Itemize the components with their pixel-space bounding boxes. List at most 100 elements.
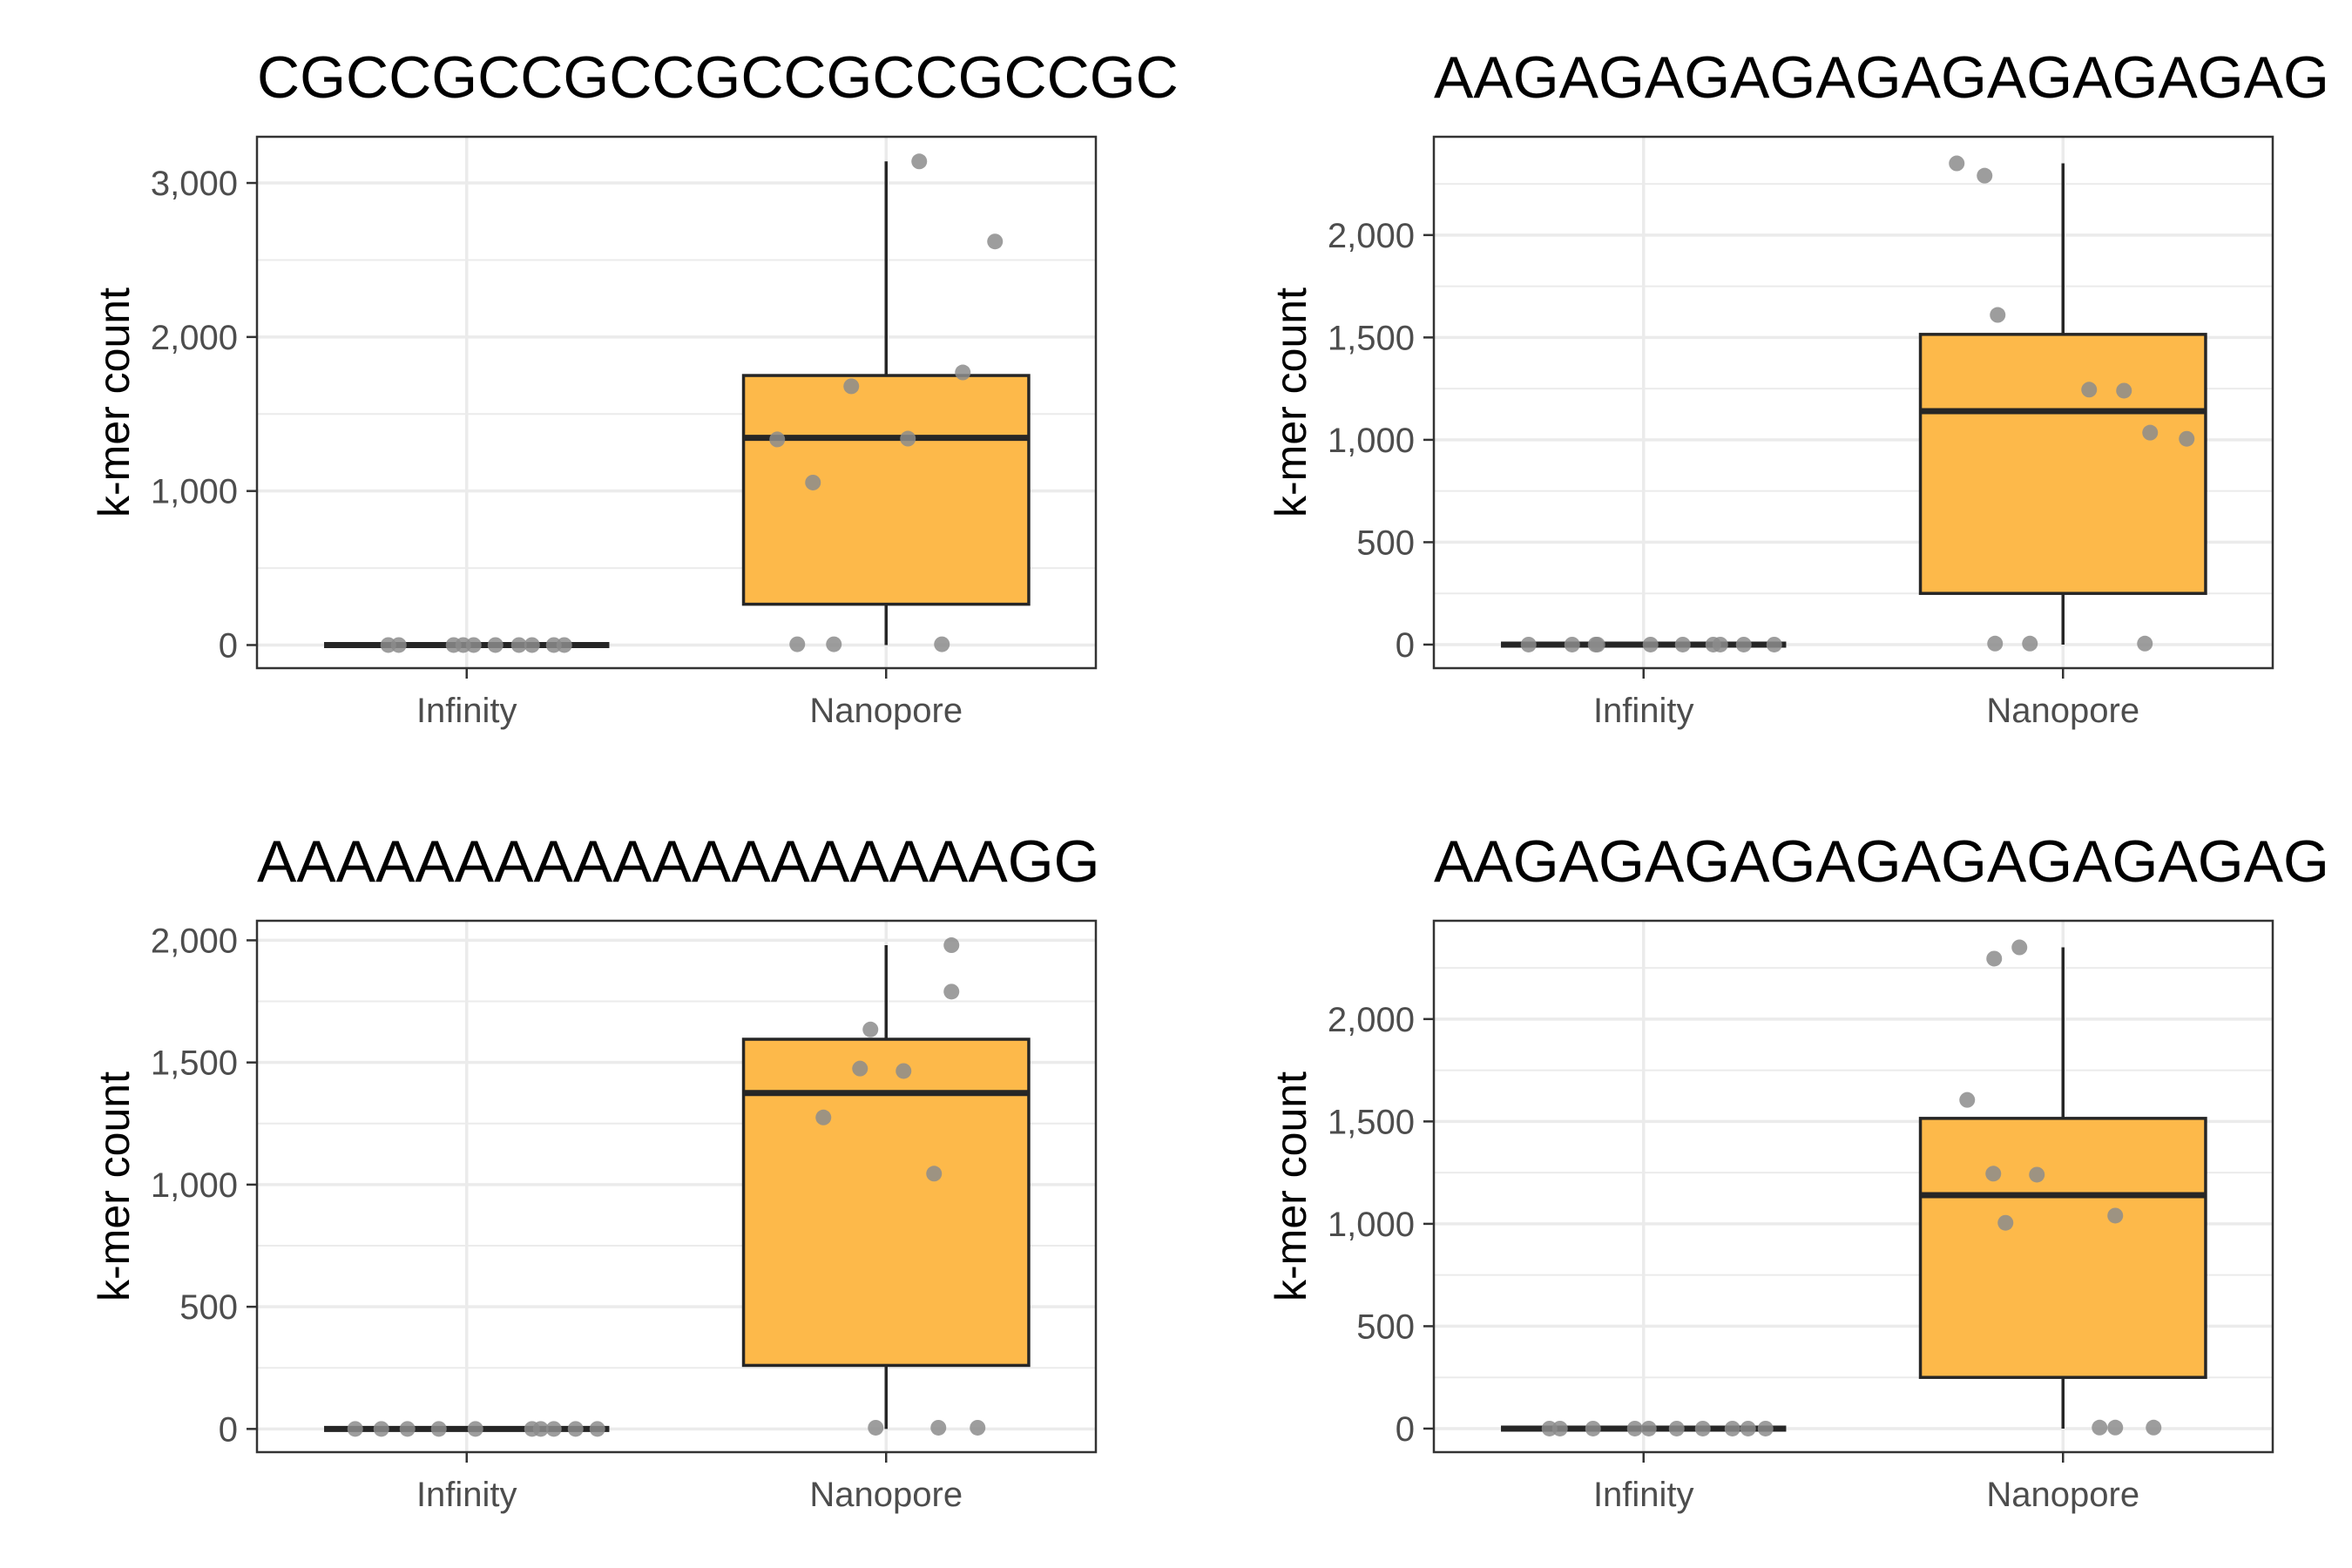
data-point [399, 1421, 416, 1437]
data-point [2146, 1419, 2162, 1436]
data-point [987, 233, 1004, 250]
data-point [926, 1166, 943, 1182]
y-tick-label: 0 [1396, 1410, 1415, 1449]
data-point [545, 1421, 562, 1437]
data-point [589, 1421, 605, 1437]
y-tick-label: 0 [1396, 626, 1415, 665]
data-point [487, 637, 504, 653]
data-point [390, 637, 407, 653]
box-nanopore [1918, 155, 2207, 652]
y-tick-label: 1,000 [151, 1166, 238, 1205]
y-tick-label: 1,000 [151, 473, 238, 511]
data-point [815, 1109, 832, 1125]
data-point [1766, 636, 1782, 652]
data-point [934, 636, 950, 652]
box-infinity [1501, 1420, 1787, 1436]
y-tick-label: 0 [219, 1410, 238, 1449]
x-tick-label: Nanopore [809, 692, 963, 730]
y-tick-label: 2,000 [1328, 217, 1415, 255]
data-point [347, 1421, 363, 1437]
box-body [741, 1037, 1031, 1368]
y-axis-label: k-mer count [90, 287, 139, 517]
panel-title: AAAAAAAAAAAAAAAAAAAGG [257, 828, 1100, 895]
data-point [930, 1419, 947, 1436]
data-point [896, 1063, 912, 1079]
y-tick-label: 1,000 [1328, 1206, 1415, 1244]
data-point [2137, 635, 2153, 652]
data-point [1705, 636, 1721, 652]
y-tick-label: 2,000 [151, 319, 238, 357]
panel-3: 0 500 1,000 1,500 2,000 Infinity Nanopore AAAAA… [90, 828, 1100, 1514]
box-nanopore [1918, 939, 2207, 1436]
data-point [2107, 1419, 2124, 1436]
y-tick-label: 1,500 [1328, 319, 1415, 357]
data-point [2081, 382, 2098, 398]
data-point [1987, 635, 2004, 652]
box-body [1918, 333, 2207, 595]
y-tick-label: 1,500 [1328, 1103, 1415, 1141]
data-point [1985, 1166, 2002, 1182]
box-body [741, 374, 1031, 606]
data-point [826, 636, 842, 652]
data-point [1949, 155, 1965, 172]
data-point [1626, 1420, 1643, 1436]
data-point [1694, 1420, 1711, 1436]
data-point [1585, 1420, 1601, 1436]
data-point [2011, 939, 2028, 956]
data-point [556, 637, 572, 653]
x-tick-label: Infinity [416, 1476, 517, 1514]
data-point [789, 636, 806, 652]
y-tick-label: 3,000 [151, 165, 238, 203]
y-tick-label: 0 [219, 626, 238, 665]
data-point [911, 153, 928, 170]
data-point [805, 474, 821, 490]
y-tick-label: 1,000 [1328, 422, 1415, 460]
panel-border [255, 919, 1098, 1454]
data-point [2179, 430, 2195, 447]
data-point [1642, 636, 1659, 652]
data-point [2092, 1419, 2108, 1436]
y-tick-label: 500 [179, 1288, 238, 1327]
panel-title: CGCCGCCGCCGCCGCCGCCGC [257, 44, 1179, 111]
data-point [2142, 424, 2159, 441]
x-tick-label: Infinity [1593, 692, 1694, 730]
panel-title: AAGAGAGAGAGAGAGAGAGAG [1434, 44, 2329, 111]
data-point [868, 1419, 884, 1436]
data-point [852, 1060, 868, 1077]
y-axis-label: k-mer count [1267, 287, 1315, 517]
data-point [532, 1421, 549, 1437]
y-tick-label: 2,000 [151, 922, 238, 960]
data-point [567, 1421, 584, 1437]
data-point [524, 637, 540, 653]
panel-title: AAGAGAGAGAGAGAGAGAGAG [1434, 828, 2329, 895]
data-point [1564, 636, 1580, 652]
data-point [373, 1421, 389, 1437]
data-point [862, 1021, 879, 1037]
panel-border [255, 135, 1098, 670]
data-point [1674, 636, 1691, 652]
data-point [1997, 1214, 2014, 1231]
y-axis-label: k-mer count [1267, 1071, 1315, 1301]
box-nanopore [741, 153, 1031, 652]
panel-1: 0 1,000 2,000 3,000 Infinity Nanopore CGCCGCCG… [90, 44, 1179, 730]
data-point [1977, 167, 1993, 184]
data-point [970, 1419, 986, 1436]
box-nanopore [741, 937, 1031, 1436]
data-point [1520, 636, 1537, 652]
box-body [1918, 1117, 2207, 1379]
y-axis-label: k-mer count [90, 1071, 139, 1301]
box-infinity [324, 637, 610, 653]
y-tick-label: 2,000 [1328, 1001, 1415, 1039]
data-point [843, 378, 860, 395]
box-infinity [1501, 636, 1787, 652]
data-point [1757, 1420, 1774, 1436]
data-point [2116, 382, 2132, 399]
panel-border [1432, 919, 2274, 1454]
box-infinity [324, 1421, 610, 1437]
y-tick-label: 500 [1356, 524, 1415, 562]
data-point [2107, 1207, 2124, 1224]
x-tick-label: Infinity [1593, 1476, 1694, 1514]
data-point [1740, 1420, 1756, 1436]
data-point [467, 1421, 483, 1437]
x-tick-label: Nanopore [1986, 692, 2139, 730]
